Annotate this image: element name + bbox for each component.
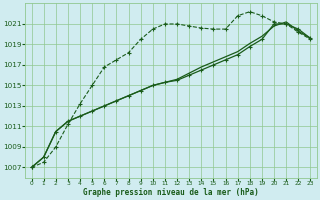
X-axis label: Graphe pression niveau de la mer (hPa): Graphe pression niveau de la mer (hPa) <box>83 188 259 197</box>
